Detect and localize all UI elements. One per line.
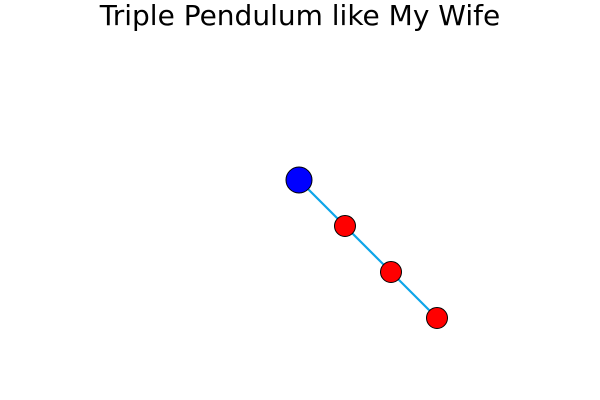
pendulum-bob-2 (380, 261, 402, 283)
pendulum-rod (297, 178, 439, 320)
pendulum-bob-1 (334, 215, 356, 237)
plot-title: Triple Pendulum like My Wife (99, 0, 501, 32)
pendulum-bob-3 (426, 307, 448, 329)
pivot-point (285, 166, 313, 194)
